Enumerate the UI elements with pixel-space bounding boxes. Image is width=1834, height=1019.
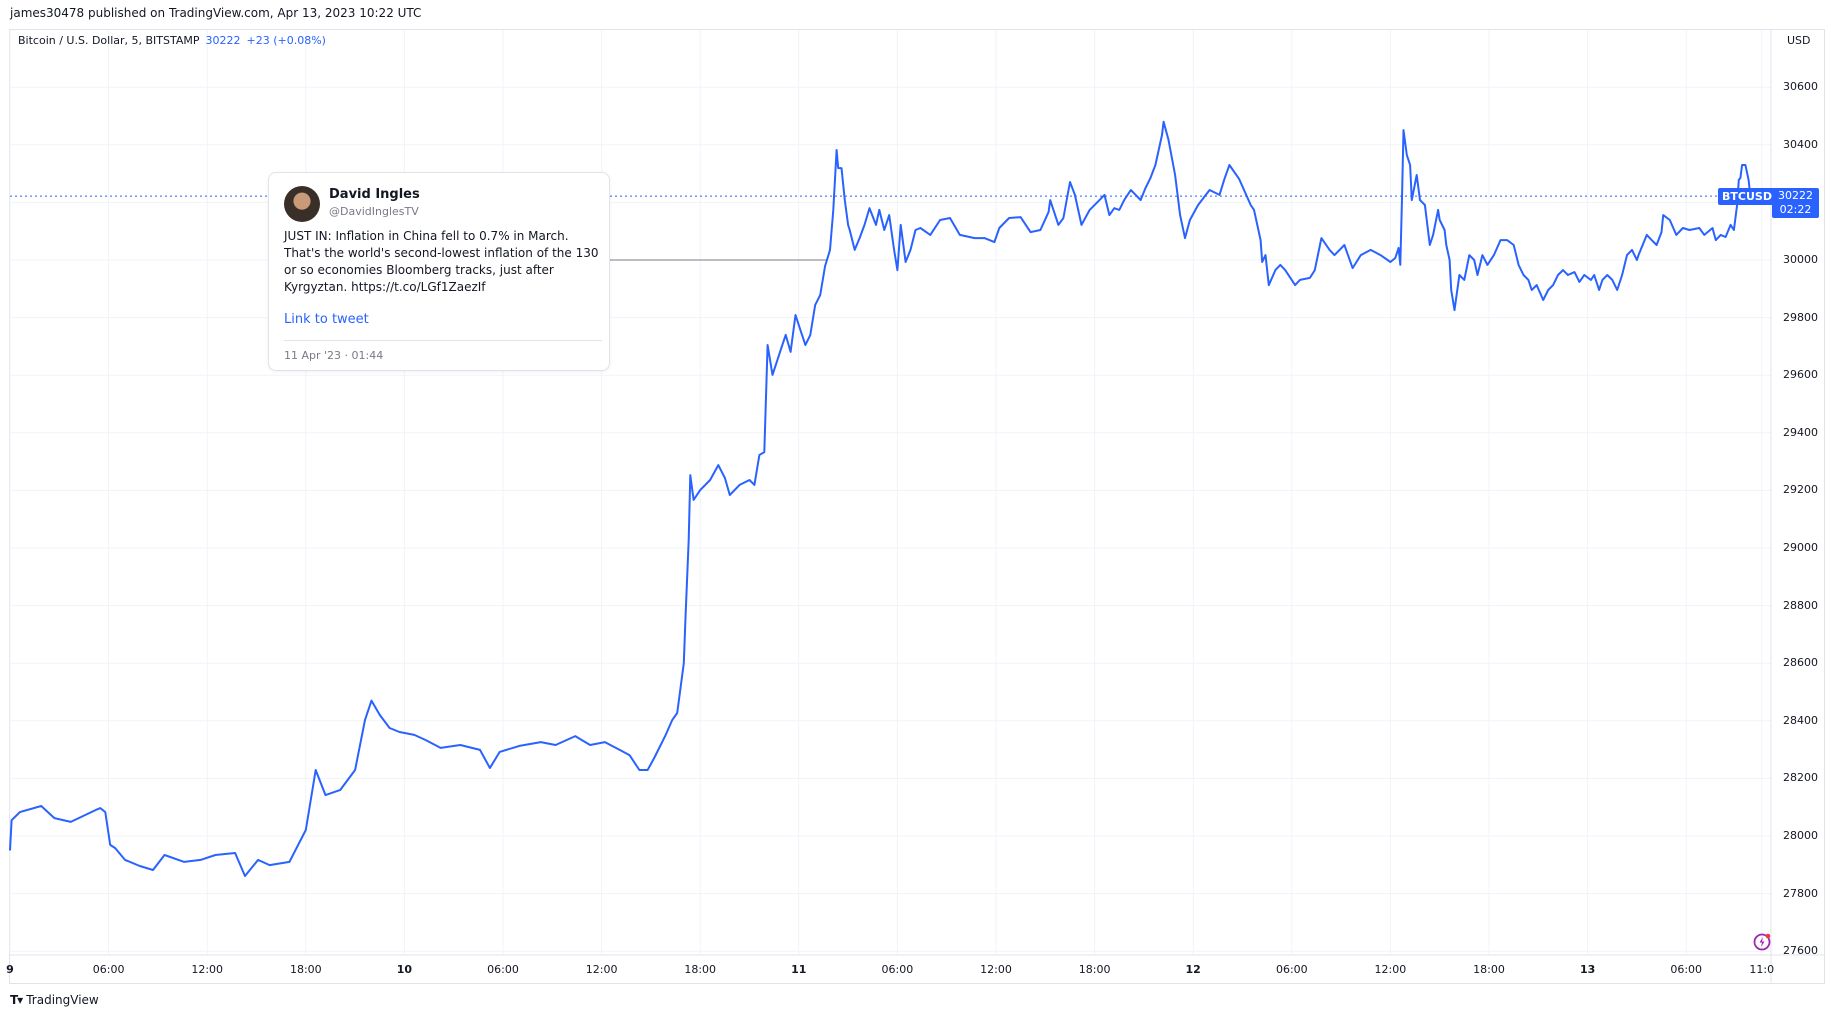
price-tick-label: 29800 — [1783, 310, 1818, 324]
grid-lines — [9, 30, 1771, 955]
tweet-author-name: David Ingles — [329, 187, 420, 202]
price-tick-label: 29600 — [1783, 368, 1818, 382]
last-price-value: 30222 — [205, 34, 241, 47]
price-tick-label: 30400 — [1783, 137, 1818, 151]
price-tick-label: 29400 — [1783, 425, 1818, 439]
time-tick-label: 13 — [1579, 963, 1596, 976]
tweet-text: JUST IN: Inflation in China fell to 0.7%… — [284, 229, 599, 294]
tradingview-logo-icon: T▾ — [10, 993, 23, 1007]
price-tick-label: 28200 — [1783, 771, 1818, 785]
tweet-card[interactable]: David Ingles @DavidInglesTV JUST IN: Inf… — [268, 172, 610, 371]
time-tick-label: 06:00 — [487, 963, 519, 976]
time-tick-label: 06:00 — [1670, 963, 1703, 976]
time-tick-label: 9 — [6, 963, 14, 976]
tweet-divider — [284, 340, 602, 341]
time-tick-label: 12:00 — [191, 963, 224, 976]
price-tick-label: 27800 — [1783, 886, 1818, 900]
price-tick-label: 29000 — [1783, 541, 1818, 554]
currency-label: USD — [1787, 34, 1811, 47]
btcusd-price-line — [9, 120, 1752, 877]
time-tick-label: 06:00 — [92, 963, 125, 976]
symbol-description: Bitcoin / U.S. Dollar, 5, BITSTAMP — [18, 34, 200, 47]
time-tick-label: 18:00 — [289, 963, 322, 976]
published-by-line: james30478 published on TradingView.com,… — [10, 6, 422, 20]
time-tick-label: 18:00 — [684, 963, 717, 976]
price-tick-label: 28800 — [1783, 598, 1818, 612]
author-avatar — [284, 186, 320, 222]
price-tick-label: 30000 — [1783, 253, 1818, 266]
bar-countdown: 02:22 — [1779, 203, 1812, 216]
lightning-alert-icon[interactable] — [1752, 932, 1772, 952]
time-tick-label: 10 — [396, 963, 413, 976]
price-tick-label: 28400 — [1783, 713, 1818, 727]
price-tick-label: 29200 — [1783, 483, 1818, 497]
last-price-badge: 30222 02:22 — [1772, 188, 1819, 218]
time-tick-label: 12:00 — [980, 963, 1012, 976]
time-tick-label: 11 — [791, 963, 807, 976]
symbol-badge: BTCUSD — [1718, 188, 1776, 205]
brand-name: TradingView — [26, 993, 99, 1007]
time-tick-label: 11:0 — [1749, 963, 1775, 976]
time-tick-label: 12 — [1185, 963, 1201, 976]
time-tick-label: 18:00 — [1078, 963, 1111, 976]
time-tick-label: 06:00 — [881, 963, 914, 976]
price-change: +23 (+0.08%) — [246, 34, 326, 47]
tweet-timestamp: 11 Apr '23 · 01:44 — [284, 349, 384, 362]
price-tick-label: 30600 — [1783, 80, 1818, 94]
chart-legend[interactable]: Bitcoin / U.S. Dollar, 5, BITSTAMP 30222 +… — [18, 34, 326, 47]
time-tick-label: 18:00 — [1473, 963, 1505, 976]
last-price-badge-value: 30222 — [1778, 189, 1813, 202]
time-tick-label: 12:00 — [1374, 963, 1407, 976]
tweet-author-handle: @DavidInglesTV — [329, 205, 419, 218]
tradingview-branding[interactable]: T▾ TradingView — [10, 993, 99, 1007]
price-tick-label: 28000 — [1783, 829, 1818, 842]
price-tick-label: 28600 — [1783, 656, 1818, 670]
link-to-tweet[interactable]: Link to tweet — [284, 312, 369, 327]
price-tick-label: 27600 — [1783, 944, 1818, 958]
time-tick-label: 12:00 — [585, 963, 618, 976]
time-tick-label: 06:00 — [1275, 963, 1308, 976]
